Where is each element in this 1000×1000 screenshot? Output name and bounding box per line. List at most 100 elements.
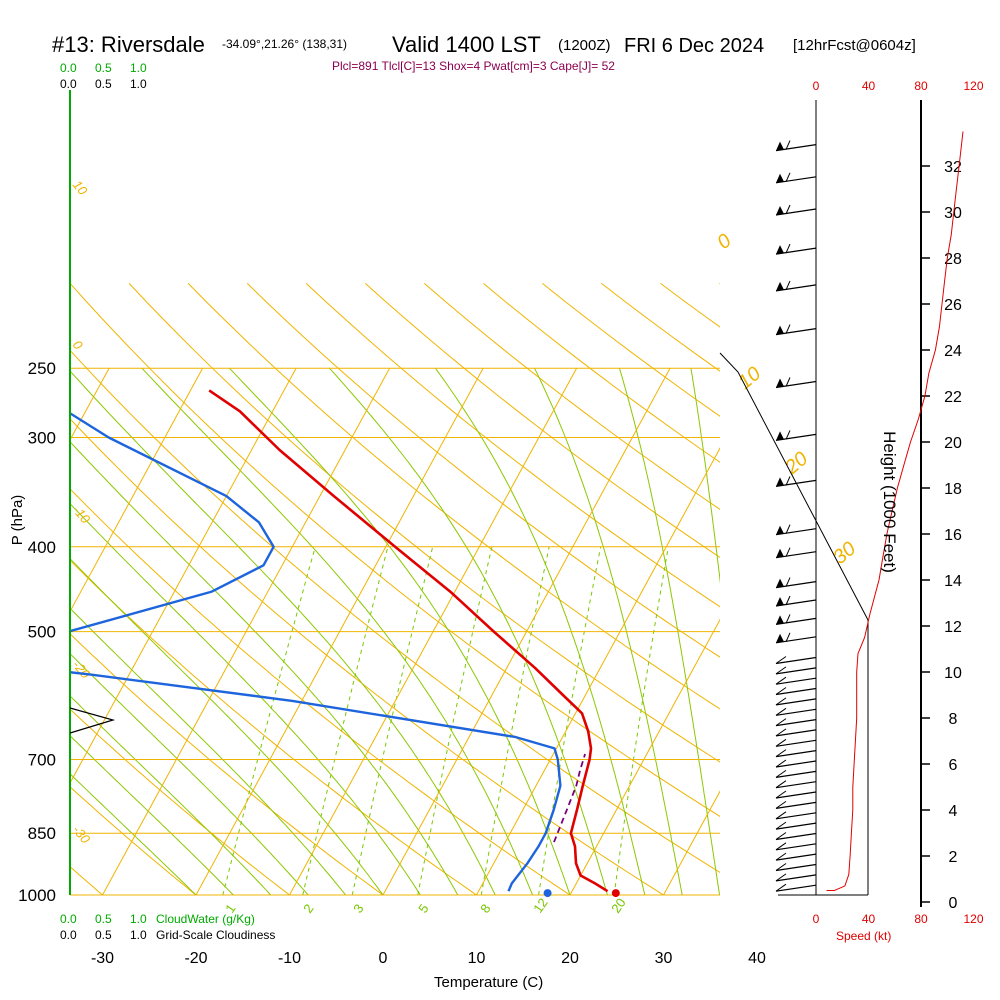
valid-time: Valid 1400 LST [392, 32, 541, 57]
wind-barb-feather [775, 718, 787, 727]
sounding-series [70, 389, 609, 893]
height-tick-label: 14 [944, 573, 962, 590]
station-title: #13: Riversdale [52, 32, 205, 57]
wind-barb [775, 676, 817, 685]
y-tick-label: 1000 [18, 886, 56, 905]
wind-barb-feather [775, 656, 787, 664]
cloudwater-top-tick-0: 0.0 [60, 61, 77, 75]
wind-barb [775, 728, 817, 737]
x-tick-label: -10 [278, 950, 301, 967]
wind-barb-shaft [775, 698, 817, 706]
wind-barbs [775, 140, 817, 892]
indices-line: Plcl=891 Tlcl[C]=13 Shox=4 Pwat[cm]=3 Ca… [332, 59, 615, 73]
cloudwater-bottom-tick-2: 1.0 [130, 912, 147, 926]
moist-adiabat--4 [70, 607, 346, 895]
wind-barb-flag [776, 281, 784, 291]
wind-barb-feather [785, 324, 791, 334]
wind-barb [775, 863, 817, 872]
dry-adiabats [70, 282, 720, 895]
wind-barb [775, 595, 817, 607]
moist-adiabat--16 [70, 735, 234, 895]
cloudiness-top-tick-0: 0.0 [60, 77, 77, 91]
speed-bottom-tick-label: 120 [963, 912, 983, 926]
wind-barb-feather [785, 430, 791, 440]
wind-barb-flag [776, 378, 784, 388]
wind-barb-feather [775, 873, 787, 882]
height-tick-label: 4 [949, 803, 958, 820]
wind-barb [775, 280, 817, 292]
dry-adiabat-90 [305, 283, 720, 608]
x-tick-label: 30 [655, 950, 673, 967]
wind-barb-flag [776, 615, 784, 625]
dry-adiabat-80 [246, 283, 720, 658]
wind-barb-shaft [775, 781, 817, 789]
wind-barb [775, 821, 817, 830]
y-tick-label: 850 [28, 824, 56, 843]
height-tick-label: 0 [949, 895, 958, 912]
height-tick-label: 2 [949, 849, 958, 866]
dry-adiabat--10 [70, 708, 291, 895]
wind-barb-feather [775, 800, 787, 809]
surface-temperature-marker [611, 889, 620, 898]
wind-barb-feather [775, 666, 787, 675]
cloudwater-top-tick-1: 0.5 [95, 61, 112, 75]
cloudwater-top-tick-2: 1.0 [130, 61, 147, 75]
wind-barb-shaft [775, 719, 817, 727]
dry-adiabat-50 [70, 283, 720, 817]
wind-barb [775, 749, 817, 758]
skewt-axes: -30 -20 -10 0 10 20 30 40 1000 850 700 500 400 300 250 [18, 359, 766, 967]
speed-bottom-tick-label: 80 [914, 912, 928, 926]
surface-dewpoint-marker [543, 889, 552, 898]
height-tick-label: 24 [944, 343, 962, 360]
wind-barb-feather [785, 614, 791, 624]
wind-barb [775, 656, 817, 665]
wind-barb [775, 204, 817, 216]
moist-adiabat-32 [534, 367, 683, 895]
wind-barb [775, 577, 817, 589]
cloudiness-label: Grid-Scale Cloudiness [156, 928, 275, 942]
wind-barb-feather [775, 842, 787, 851]
wind-barb [775, 697, 817, 706]
cloudiness-top-tick-2: 1.0 [130, 77, 147, 91]
wind-barb [775, 707, 817, 716]
moist-adiabat-20 [229, 367, 571, 895]
height-tick-label: 12 [944, 619, 962, 636]
dry-adiabat--20 [70, 786, 197, 895]
wind-barb-feather [785, 476, 791, 486]
y-axis-title: P (hPa) [9, 495, 26, 546]
cloudwater-bottom-tick-0: 0.0 [60, 912, 77, 926]
wind-barb [775, 243, 817, 255]
x-tick-label: 10 [468, 950, 486, 967]
wind-barb-feather [775, 759, 787, 768]
cloudiness-bottom-tick-2: 1.0 [130, 928, 147, 942]
height-tick-label: 22 [944, 389, 962, 406]
wind-barb [775, 377, 817, 389]
wind-barb-shaft [775, 667, 817, 675]
moist-adiabat-40 [690, 368, 720, 584]
wind-barb-feather [775, 780, 787, 789]
wind-barb [775, 430, 817, 441]
moist-adiabats [70, 367, 720, 895]
wind-barb-shaft [775, 822, 817, 830]
moist-adiabat--12 [70, 695, 272, 895]
wind-barb [775, 140, 817, 152]
wind-barb [775, 852, 817, 861]
wind-barb-feather [775, 687, 787, 695]
wind-barb-feather [775, 749, 787, 758]
wind-barb-shaft [775, 770, 817, 778]
wind-barb [775, 666, 817, 675]
temperature-line [208, 389, 609, 893]
wind-barb [775, 632, 817, 644]
wind-barb-shaft [775, 760, 817, 768]
dry-adiabat-60 [128, 283, 720, 763]
moist-adiabat-16 [141, 367, 534, 895]
wind-barb-shaft [775, 687, 817, 696]
x-tick-label: 20 [561, 950, 579, 967]
speed-top-tick-label: 80 [914, 79, 928, 93]
height-tick-label: 30 [944, 205, 962, 222]
wind-barb-shaft [775, 677, 817, 685]
speed-top-tick-label: 120 [963, 79, 983, 93]
wind-barb [775, 738, 817, 747]
wind-barb [775, 790, 817, 799]
height-tick-label: 32 [944, 159, 962, 176]
